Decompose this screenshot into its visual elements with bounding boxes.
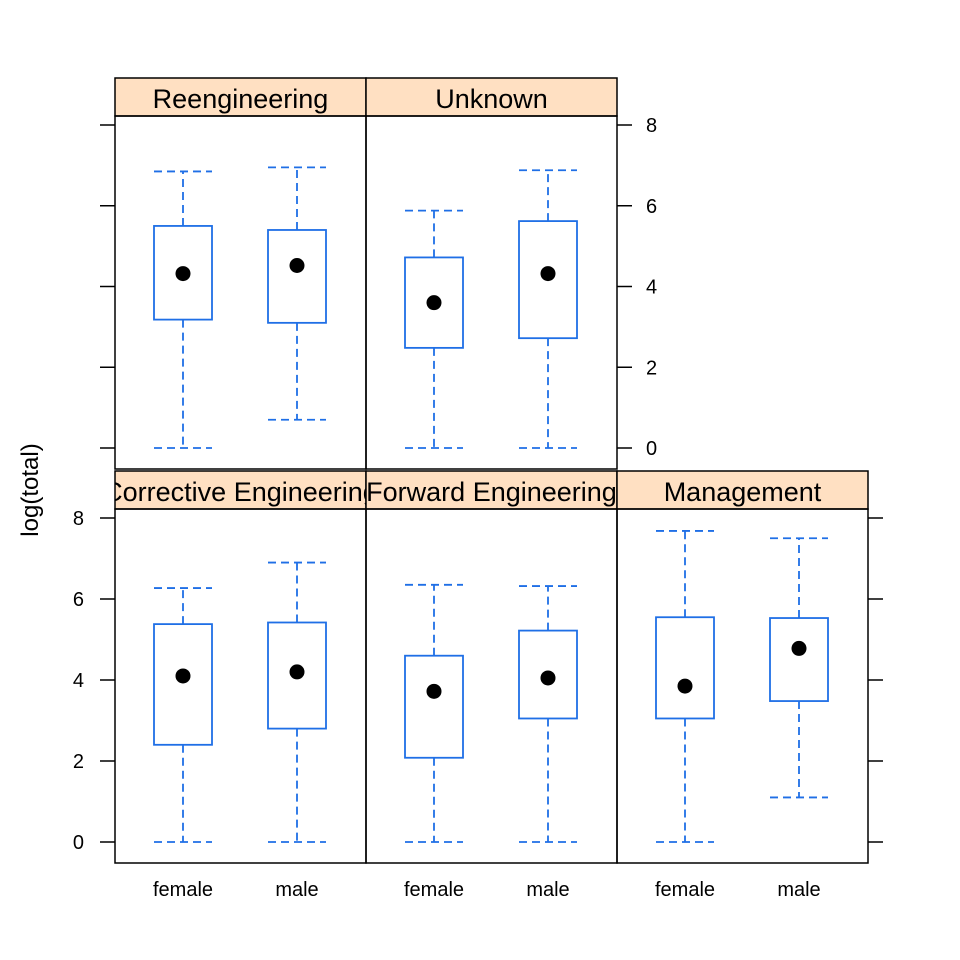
iqr-box	[153, 623, 213, 746]
y-axis-label: log(total)	[17, 443, 44, 536]
y-tick-label: 6	[646, 196, 657, 218]
box-male	[267, 561, 327, 843]
box-female	[404, 209, 464, 449]
panel-border	[365, 508, 618, 864]
iqr-box	[267, 621, 327, 730]
strip-label: Forward Engineering	[366, 477, 617, 507]
box-female	[153, 587, 213, 843]
iqr-box	[267, 229, 327, 324]
panel-border	[114, 508, 367, 864]
panel-border	[616, 508, 869, 864]
y-tick-label: 0	[646, 438, 657, 460]
iqr-box	[404, 654, 464, 759]
strip-label: Corrective Engineering	[103, 477, 378, 507]
median-dot	[791, 640, 807, 656]
median-dot	[426, 295, 442, 311]
median-dot	[175, 266, 191, 282]
iqr-box	[153, 225, 213, 321]
box-female	[153, 170, 213, 449]
strip-background	[616, 470, 869, 510]
x-tick-label: female	[404, 879, 464, 901]
median-dot	[289, 664, 305, 680]
strip-label: Reengineering	[153, 84, 329, 114]
box-male	[518, 585, 578, 843]
y-tick-label: 2	[646, 357, 657, 379]
panel-unknown: Unknown	[365, 77, 618, 470]
strip-background	[365, 77, 618, 117]
y-tick-label: 8	[646, 115, 657, 137]
box-male	[267, 166, 327, 421]
iqr-box	[404, 256, 464, 349]
y-tick-label: 6	[73, 589, 84, 611]
iqr-box	[769, 617, 829, 702]
iqr-box	[655, 616, 715, 720]
strip-label: Unknown	[435, 84, 548, 114]
x-tick-label: female	[153, 879, 213, 901]
box-female	[655, 530, 715, 843]
median-dot	[540, 670, 556, 686]
y-tick-label: 4	[646, 277, 657, 299]
box-male	[769, 537, 829, 799]
panel-reengineering: Reengineering	[114, 77, 367, 470]
median-dot	[289, 258, 305, 274]
median-dot	[175, 668, 191, 684]
x-tick-label: male	[275, 879, 318, 901]
y-tick-label: 4	[73, 670, 84, 692]
panel-corrective-engineering: Corrective Engineering	[103, 470, 378, 864]
x-tick-label: male	[777, 879, 820, 901]
iqr-box	[518, 629, 578, 720]
strip-label: Management	[664, 477, 822, 507]
box-female	[404, 583, 464, 843]
panel-management: Management	[616, 470, 869, 864]
strip-background	[114, 77, 367, 117]
box-male	[518, 169, 578, 449]
median-dot	[426, 683, 442, 699]
strip-background	[114, 470, 367, 510]
iqr-box	[518, 220, 578, 340]
panel-forward-engineering: Forward Engineering	[365, 470, 618, 864]
y-tick-label: 8	[73, 508, 84, 530]
x-tick-label: female	[655, 879, 715, 901]
panel-border	[365, 115, 618, 470]
y-tick-label: 0	[73, 832, 84, 854]
x-tick-label: male	[526, 879, 569, 901]
y-tick-label: 2	[73, 751, 84, 773]
median-dot	[540, 266, 556, 282]
median-dot	[677, 678, 693, 694]
panel-border	[114, 115, 367, 470]
